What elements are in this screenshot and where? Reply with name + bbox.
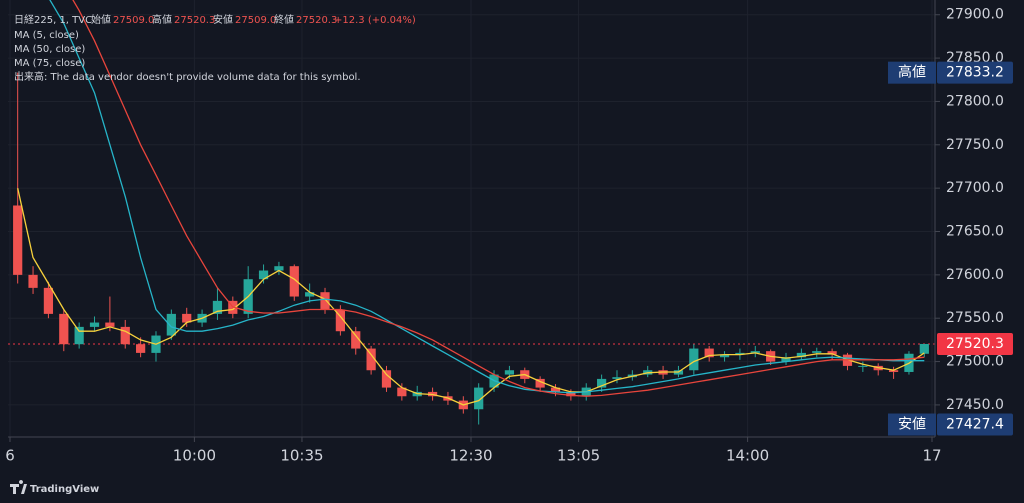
axis: 27450.0 27500.0 27550.0 27600.0 27650.0 27700… <box>5 7 1013 465</box>
ma-line <box>72 0 925 397</box>
candle-body <box>597 378 607 388</box>
marker-value: 27520.3 <box>946 336 1004 352</box>
candle-body <box>397 387 407 397</box>
footer-logo: TradingView <box>10 480 99 495</box>
candle-body <box>719 354 730 358</box>
marker-value: 27833.2 <box>946 65 1004 81</box>
candle-body <box>105 322 115 327</box>
candle-body <box>258 270 269 280</box>
indicator: 出来高: The data vendor doesn't provide vol… <box>14 70 361 83</box>
candle-body <box>535 378 545 388</box>
candle-body <box>381 370 392 388</box>
ma-line <box>17 188 925 406</box>
candle-body <box>504 370 515 375</box>
candle-body <box>612 377 622 379</box>
close-label: 終値 <box>274 13 294 26</box>
plot <box>8 0 935 425</box>
x-tick-label: 10:00 <box>173 447 216 465</box>
candle-body <box>796 352 806 358</box>
marker-label: 高値 <box>898 64 926 81</box>
x-tick-label: 12:30 <box>449 447 492 465</box>
candle-body <box>274 266 284 271</box>
candle-body <box>919 343 929 354</box>
y-tick-label: 27650.0 <box>946 224 1004 240</box>
candle-body <box>566 391 576 397</box>
candle-body <box>13 205 23 275</box>
candle-body <box>136 344 146 353</box>
candle-body <box>704 348 714 358</box>
indicator: MA (75, close) <box>14 58 85 69</box>
open-value: 27509.0 <box>113 15 154 26</box>
candle-body <box>366 348 376 371</box>
candle-body <box>750 351 760 353</box>
candle-body <box>689 348 699 371</box>
low-label: 安値 <box>213 13 233 26</box>
candle-body <box>858 365 868 367</box>
candle-body <box>89 322 100 327</box>
indicator: MA (5, close) <box>14 30 79 41</box>
marker-label: 安値 <box>898 417 926 433</box>
indicator: MA (50, close) <box>14 44 85 55</box>
footer-text: TradingView <box>30 484 99 495</box>
candle-body <box>888 370 899 372</box>
candle-body <box>28 274 38 288</box>
candle-body <box>74 326 84 345</box>
y-tick-label: 27600.0 <box>946 267 1004 283</box>
marker-value-box <box>937 332 1013 355</box>
symbol: 日経225, 1, TVC <box>14 13 92 26</box>
x-tick-label: 14:00 <box>726 447 769 465</box>
x-tick-label: 17 <box>922 447 941 465</box>
candle-body <box>735 352 745 355</box>
x-tick-label: 13:05 <box>557 447 600 465</box>
high-value: 27520.3 <box>174 15 215 26</box>
candle-body <box>289 266 299 297</box>
close-value: 27520.3 <box>296 15 337 26</box>
candle-body <box>351 331 361 349</box>
y-tick-label: 27550.0 <box>946 310 1004 326</box>
y-tick-label: 27450.0 <box>946 397 1004 413</box>
candle-body <box>474 387 484 410</box>
marker-label-box <box>888 413 936 436</box>
candle-body <box>812 351 822 353</box>
candle-body <box>182 313 192 323</box>
marker-value: 27427.4 <box>946 417 1004 433</box>
y-tick-label: 27750.0 <box>946 137 1004 153</box>
open-label: 始値 <box>91 13 111 26</box>
marker-value-box <box>937 413 1013 436</box>
x-tick-label: 6 <box>5 447 15 465</box>
candle-body <box>827 351 837 355</box>
candle-body <box>212 300 223 314</box>
ma-line <box>49 0 925 394</box>
candle-body <box>781 357 791 362</box>
low-value: 27509.0 <box>235 15 276 26</box>
candle-body <box>320 292 330 310</box>
marker-value-box <box>937 61 1013 84</box>
y-tick-label: 27800.0 <box>946 93 1004 109</box>
candle-body <box>166 313 176 336</box>
y-tick-label: 27500.0 <box>946 354 1004 370</box>
candle-body <box>335 309 345 332</box>
candle-body <box>305 292 315 297</box>
candle-body <box>120 326 130 345</box>
grid <box>8 0 935 437</box>
high-label: 高値 <box>152 13 172 26</box>
candle-body <box>550 387 561 392</box>
candle-body <box>43 287 54 314</box>
y-tick-label: 27900.0 <box>946 7 1004 23</box>
marker-label-box <box>888 61 936 84</box>
legend: 日経225, 1, TVC 始値 27509.0 高値 27520.3 安値 2… <box>14 13 416 83</box>
change: +12.3 (+0.04%) <box>334 15 416 26</box>
candle-body <box>59 313 69 345</box>
x-tick-label: 10:35 <box>280 447 323 465</box>
y-tick-label: 27700.0 <box>946 180 1004 196</box>
